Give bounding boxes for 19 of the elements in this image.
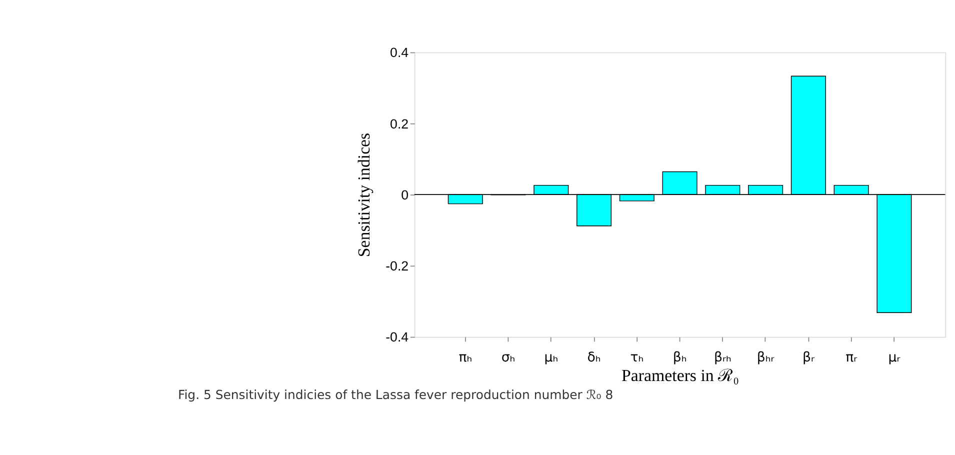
y-tick-label: -0.2 xyxy=(386,258,409,274)
y-tick-label: 0.2 xyxy=(390,116,409,132)
x-axis-title: Parameters in ℛ₀ xyxy=(622,366,740,385)
x-tick-label: τₕ xyxy=(630,350,644,366)
x-tick-label: μₕ xyxy=(544,350,558,366)
x-tick-label: δₕ xyxy=(587,350,601,366)
x-tick-label: βᵣₕ xyxy=(714,350,732,366)
x-tick-label: μᵣ xyxy=(888,350,901,366)
x-tick-label: βᵣ xyxy=(802,350,815,366)
y-axis-title: Sensitivity indices xyxy=(354,132,374,258)
y-tick-label: 0 xyxy=(401,187,409,202)
x-tick-label: σₕ xyxy=(501,350,516,366)
x-tick-label: πᵣ xyxy=(846,350,858,366)
x-tick-label: βₕᵣ xyxy=(756,350,775,366)
y-tick-label: -0.4 xyxy=(386,330,410,345)
y-tick-label: 0.4 xyxy=(390,45,410,60)
x-tick-label: βₕ xyxy=(672,350,687,366)
x-tick-label: πₕ xyxy=(458,350,472,366)
caption: Fig. 5 Sensitivity indicies of the Lassa fever reproduction number ℛ₀ 8 xyxy=(178,387,614,402)
